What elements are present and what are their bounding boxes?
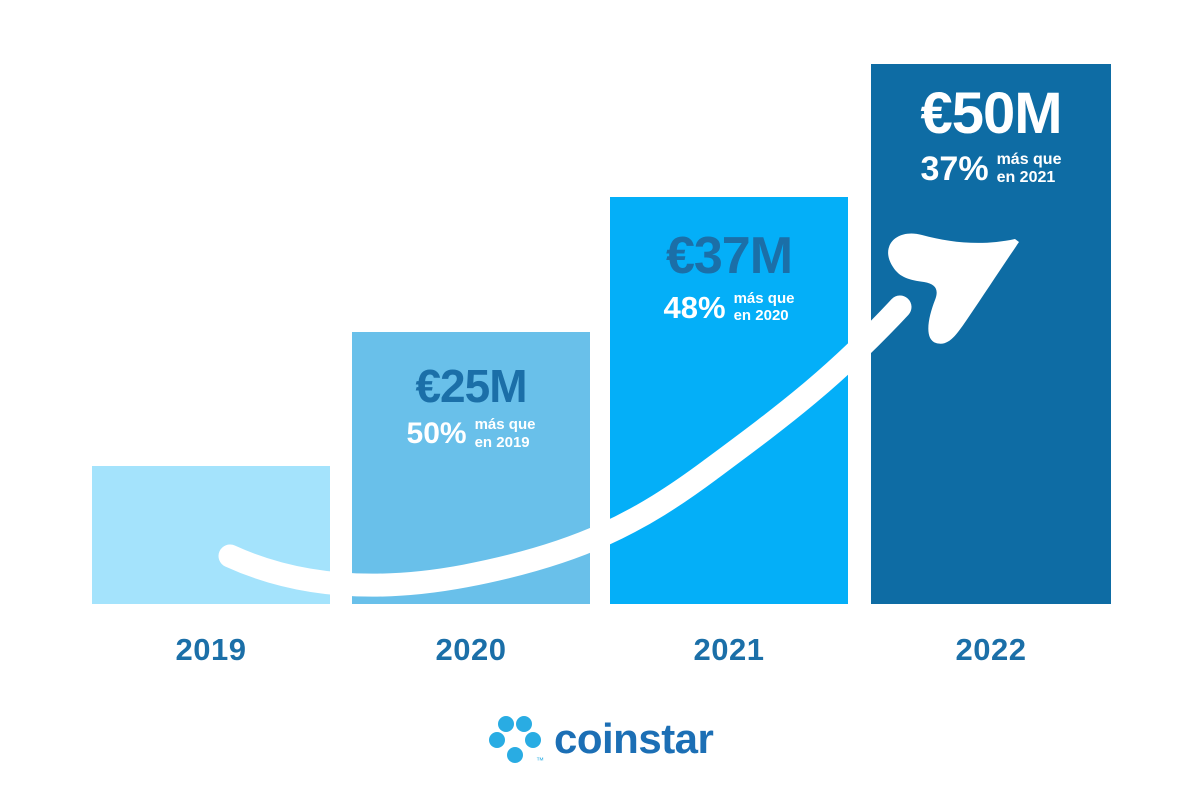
growth-percent: 37% xyxy=(920,150,989,189)
growth-note-line2: en 2021 xyxy=(996,169,1056,187)
trademark-symbol: ™ xyxy=(536,756,544,765)
bar-value-label: €37M xyxy=(665,227,793,285)
bar-2019 xyxy=(92,466,330,604)
growth-note-line2: en 2020 xyxy=(733,306,789,324)
growth-note: más que en 2019 xyxy=(475,416,536,451)
coinstar-wordmark: coinstar xyxy=(554,714,714,762)
growth-note-line2: en 2019 xyxy=(474,433,530,451)
bar-value-label: €50M xyxy=(920,81,1062,146)
bar-value-label: €25M xyxy=(415,360,527,412)
growth-annotation: 50% más que en 2019 xyxy=(406,416,536,451)
axis-label-2020: 2020 xyxy=(435,632,507,667)
axis-label-2022: 2022 xyxy=(955,632,1027,667)
bar-2022: €50M 37% más que en 2021 xyxy=(871,64,1111,604)
growth-note-line1: más que xyxy=(474,416,536,434)
growth-annotation: 37% más que en 2021 xyxy=(920,150,1062,189)
growth-percent: 48% xyxy=(663,289,726,325)
coinstar-logo: ™ coinstar xyxy=(489,714,714,765)
bar-2021: €37M 48% más que en 2020 xyxy=(610,197,848,604)
bar-2020: €25M 50% más que en 2019 xyxy=(352,332,590,604)
growth-percent: 50% xyxy=(406,417,467,451)
growth-note: más que en 2021 xyxy=(997,151,1062,188)
coinstar-logo-mark-icon xyxy=(489,716,541,763)
growth-note-line1: más que xyxy=(733,289,795,307)
axis-label-2019: 2019 xyxy=(175,632,247,667)
axis-label-2021: 2021 xyxy=(693,632,765,667)
growth-note-line1: más que xyxy=(996,150,1062,168)
growth-annotation: 48% más que en 2020 xyxy=(663,289,795,325)
growth-note: más que en 2020 xyxy=(734,290,795,325)
